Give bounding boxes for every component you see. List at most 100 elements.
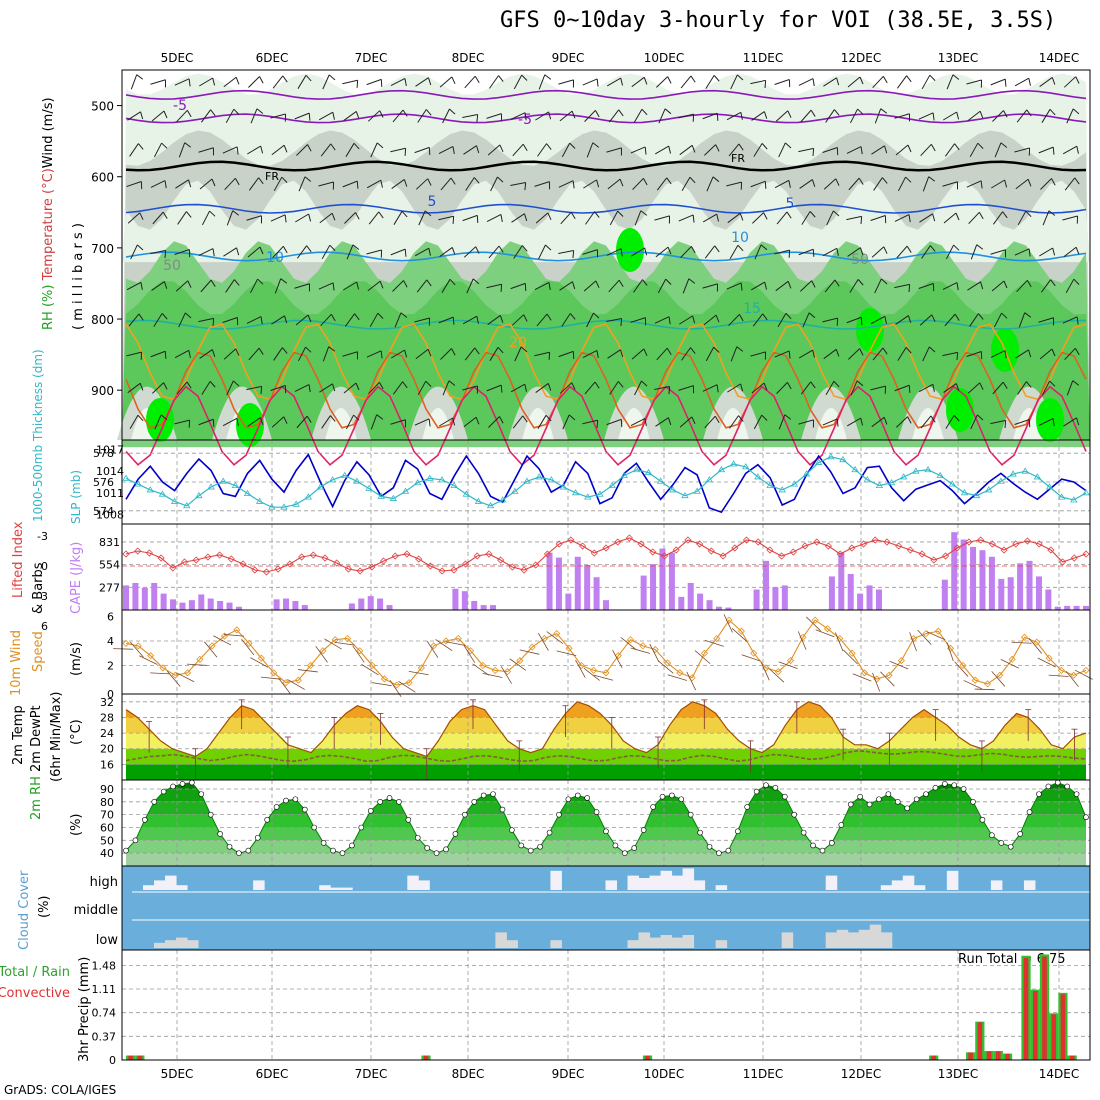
wind-barb	[273, 176, 288, 192]
wind-barb-staff	[871, 145, 885, 155]
wind-barb-flag	[740, 383, 744, 392]
wind-barb	[897, 347, 912, 361]
wind-barb	[727, 383, 744, 393]
wind-barb-staff	[322, 346, 330, 362]
y-tick-label: 500	[91, 100, 114, 114]
wind-barb-flag	[403, 280, 408, 288]
rh-marker	[207, 811, 214, 818]
wind-barb-staff	[801, 211, 811, 225]
rh-marker	[876, 796, 882, 803]
wind-barb-staff	[439, 76, 453, 88]
wind-barb-flag	[210, 279, 216, 287]
wind-barb-staff	[729, 415, 739, 429]
wind-barb	[990, 78, 1007, 87]
wind-barb-flag	[736, 346, 744, 352]
wind-barb	[390, 78, 407, 87]
wind-barb-staff	[177, 211, 187, 225]
wind-barb	[534, 282, 551, 291]
wind-barb-flag	[572, 250, 575, 259]
slp-marker	[195, 491, 203, 499]
wind-barb-flag	[836, 318, 839, 326]
slp-marker	[584, 493, 592, 500]
wind-barb-flag	[284, 214, 287, 223]
wind-barb-flag	[1048, 210, 1056, 216]
wind-barb-10m-staff	[835, 632, 844, 652]
wind-barb-flag	[524, 283, 527, 291]
wind-barb-staff	[248, 347, 260, 361]
li-marker	[614, 538, 622, 546]
rh-band-light	[122, 180, 1090, 263]
wind-barb-10m-staff	[694, 650, 711, 664]
wind-barb	[967, 110, 984, 122]
wind-barb-flag	[352, 244, 360, 250]
wind-barb	[582, 350, 599, 359]
wind-barb	[535, 212, 552, 224]
wind-barb	[534, 181, 551, 190]
wind-barb-flag	[596, 350, 599, 359]
wind-speed-marker	[848, 649, 856, 657]
cape-bar	[650, 564, 657, 610]
wind-barb-staff	[993, 312, 1003, 328]
wind-barb-flag	[137, 414, 144, 422]
wind-barb	[871, 416, 888, 428]
wind-barb	[968, 211, 984, 225]
wind-barb	[513, 74, 528, 90]
precip-convective-bar	[645, 1055, 650, 1060]
li-marker	[930, 556, 938, 564]
wind-barb-staff	[702, 283, 718, 289]
wind-barb	[894, 283, 911, 293]
cloud-high-bar	[891, 880, 904, 890]
rh-marker	[396, 799, 402, 805]
cape-bar	[141, 587, 148, 610]
wind-barb-flag	[716, 384, 719, 393]
contour-label: 20	[509, 335, 527, 351]
wind-barb-flag	[427, 349, 432, 357]
wind-barb-staff	[751, 111, 765, 121]
wind-barb-staff	[514, 346, 522, 362]
wind-barb	[271, 315, 288, 325]
wind-barb-10m-staff	[612, 650, 623, 669]
wind-barb-flag	[136, 74, 144, 80]
wind-barb-staff	[366, 350, 382, 358]
wind-barb	[441, 278, 456, 293]
cloud-low-bar	[869, 924, 882, 948]
wind-barb-flag	[954, 143, 960, 151]
wind-barb-staff	[704, 144, 716, 156]
wind-barb-staff	[462, 315, 478, 325]
wind-barb	[630, 317, 647, 326]
wind-barb	[271, 416, 288, 428]
wind-barb-flag	[907, 315, 912, 323]
rh-marker	[923, 791, 929, 797]
wind-barb-staff	[538, 74, 546, 90]
wind-barb-flag	[860, 317, 863, 325]
wind-barb-flag	[402, 109, 408, 117]
wind-barb-flag	[812, 249, 815, 257]
slp-marker	[268, 503, 276, 510]
wind-barb	[752, 313, 768, 327]
rh-marker	[414, 834, 421, 841]
wind-barb-flag	[376, 414, 384, 420]
wind-barb	[536, 313, 552, 327]
wind-barb-flag	[451, 348, 456, 356]
cape-bar	[960, 539, 967, 610]
wind-barb-staff	[848, 348, 860, 360]
wind-barb-staff	[922, 346, 930, 362]
wind-barb-10m-staff	[880, 671, 895, 687]
wind-barb	[538, 244, 552, 260]
wind-barb-10m	[593, 674, 614, 681]
wind-barb-staff	[510, 112, 526, 120]
rh-marker	[706, 843, 713, 850]
wind-barb	[822, 147, 839, 156]
slp-marker	[523, 477, 531, 484]
wind-barb-flag	[856, 380, 864, 387]
cape-bar	[640, 575, 647, 610]
wind-barb-flag	[188, 420, 191, 428]
wind-barb-staff	[943, 383, 957, 393]
wind-barb-flag	[760, 244, 768, 251]
li-marker	[122, 550, 130, 558]
wind-barb-staff	[392, 381, 404, 395]
wind-barb-flag	[476, 385, 479, 394]
wind-label: Wind (m/s)	[41, 97, 56, 168]
wind-barb-flag	[1004, 249, 1007, 258]
wind-barb-staff	[654, 386, 670, 390]
